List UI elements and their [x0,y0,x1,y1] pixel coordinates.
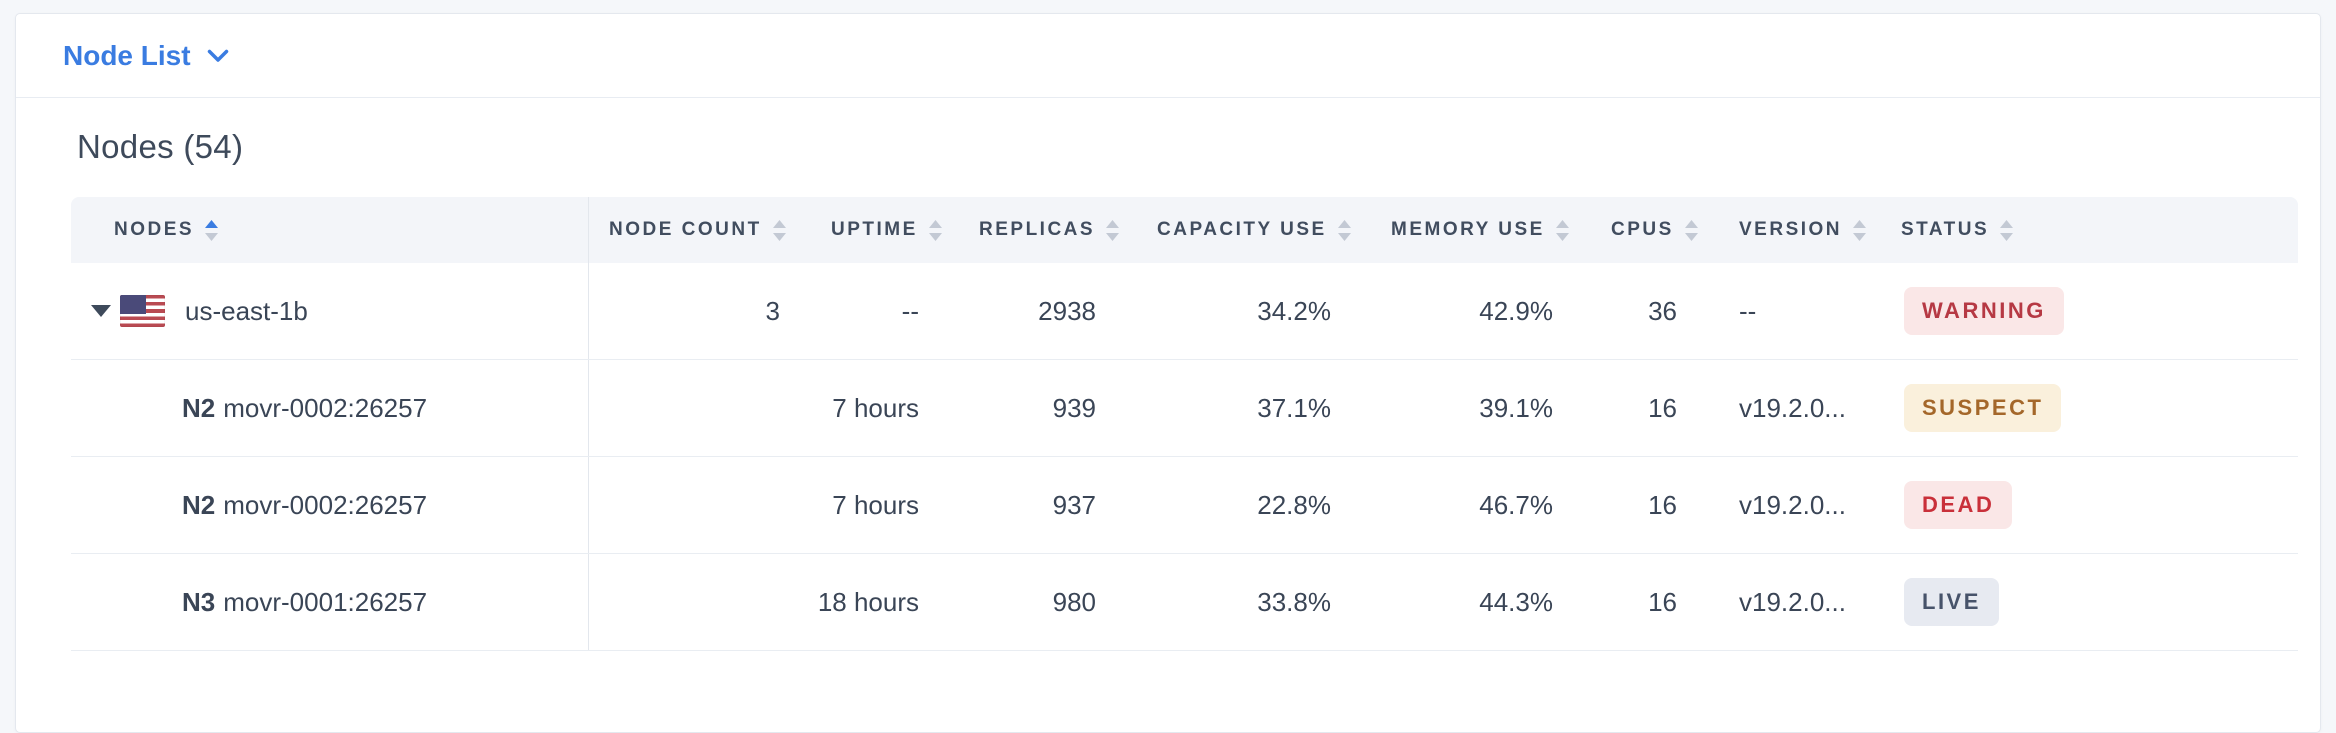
column-header-label: NODES [114,219,195,240]
replicas-cell: 937 [1052,489,1096,520]
replicas-cell: 939 [1052,392,1096,423]
sort-icon [1684,219,1698,241]
sort-icon [205,219,219,241]
chevron-down-icon [207,49,228,62]
column-header-cpus[interactable]: CPUS [1591,197,1719,263]
capacity-use-cell: 37.1% [1257,392,1331,423]
node-id: N2 [182,392,216,423]
replicas-cell: 980 [1052,586,1096,617]
status-badge: WARNING [1904,287,2064,335]
version-cell: -- [1739,295,1757,326]
node-count-cell: 3 [765,295,780,326]
region-cell: us-east-1b [71,263,589,359]
node-address: movr-0002:26257 [223,489,428,520]
status-badge: SUSPECT [1904,384,2062,432]
node-list-dropdown[interactable]: Node List [63,40,229,72]
table-row-node[interactable]: N2 movr-0002:26257 7 hours 937 22.8% 46.… [71,457,2298,554]
nodes-section: Nodes (54) NODES NODE COUNT UPTIME REPLI… [16,98,2320,651]
status-badge: DEAD [1904,481,2013,529]
column-header-nodes[interactable]: NODES [71,197,589,263]
node-count-cell [589,360,811,456]
node-id: N3 [182,586,216,617]
memory-use-cell: 44.3% [1479,586,1553,617]
sort-icon [772,219,786,241]
sort-icon [1337,219,1351,241]
uptime-cell: 18 hours [817,586,919,617]
column-header-label: VERSION [1739,219,1843,240]
table-row-node[interactable]: N3 movr-0001:26257 18 hours 980 33.8% 44… [71,554,2298,651]
table-row-node[interactable]: N2 movr-0002:26257 7 hours 939 37.1% 39.… [71,360,2298,457]
sort-icon [928,219,942,241]
memory-use-cell: 39.1% [1479,392,1553,423]
table-header-row: NODES NODE COUNT UPTIME REPLICAS CAPACIT… [71,197,2298,263]
node-list-card: Node List Nodes (54) NODES NODE COUNT UP… [15,13,2321,733]
uptime-cell: -- [901,295,919,326]
column-header-status[interactable]: STATUS [1881,197,2298,263]
view-switcher-bar: Node List [16,14,2320,98]
uptime-cell: 7 hours [832,489,919,520]
node-cell: N2 movr-0002:26257 [71,360,589,456]
column-header-capacity-use[interactable]: CAPACITY USE [1137,197,1371,263]
column-header-uptime[interactable]: UPTIME [811,197,959,263]
cpus-cell: 16 [1648,392,1677,423]
collapse-triangle-icon[interactable] [91,305,111,317]
cpus-cell: 16 [1648,586,1677,617]
uptime-cell: 7 hours [832,392,919,423]
capacity-use-cell: 34.2% [1257,295,1331,326]
status-cell: SUSPECT [1881,360,2298,456]
us-flag-icon [120,295,165,327]
node-count-cell [589,457,811,553]
nodes-table: NODES NODE COUNT UPTIME REPLICAS CAPACIT… [71,197,2298,651]
sort-icon [2000,219,2014,241]
node-id: N2 [182,489,216,520]
column-header-label: UPTIME [831,219,918,240]
cpus-cell: 36 [1648,295,1677,326]
node-count-cell [589,554,811,650]
node-cell: N2 movr-0002:26257 [71,457,589,553]
node-address: movr-0002:26257 [223,392,428,423]
memory-use-cell: 42.9% [1479,295,1553,326]
memory-use-cell: 46.7% [1479,489,1553,520]
capacity-use-cell: 22.8% [1257,489,1331,520]
column-header-label: NODE COUNT [609,219,762,240]
node-list-dropdown-label: Node List [63,39,191,71]
column-header-label: CAPACITY USE [1157,219,1327,240]
page-title: Nodes (54) [77,128,244,165]
node-cell: N3 movr-0001:26257 [71,554,589,650]
column-header-label: CPUS [1611,219,1674,240]
capacity-use-cell: 33.8% [1257,586,1331,617]
column-header-label: MEMORY USE [1391,219,1545,240]
replicas-cell: 2938 [1038,295,1096,326]
table-row-region[interactable]: us-east-1b 3 -- 2938 34.2% 42.9% 36 -- W… [71,263,2298,360]
version-cell: v19.2.0... [1739,489,1846,520]
column-header-version[interactable]: VERSION [1719,197,1881,263]
column-header-label: REPLICAS [979,219,1096,240]
status-cell: DEAD [1881,457,2298,553]
column-header-label: STATUS [1901,219,1990,240]
node-address: movr-0001:26257 [223,586,428,617]
version-cell: v19.2.0... [1739,392,1846,423]
column-header-node-count[interactable]: NODE COUNT [589,197,811,263]
version-cell: v19.2.0... [1739,586,1846,617]
cpus-cell: 16 [1648,489,1677,520]
status-cell: LIVE [1881,554,2298,650]
sort-icon [1106,219,1120,241]
sort-icon [1853,219,1867,241]
region-name: us-east-1b [185,295,308,326]
sort-icon [1555,219,1569,241]
column-header-replicas[interactable]: REPLICAS [959,197,1137,263]
status-cell: WARNING [1881,263,2298,359]
status-badge: LIVE [1904,578,1999,626]
column-header-memory-use[interactable]: MEMORY USE [1371,197,1591,263]
